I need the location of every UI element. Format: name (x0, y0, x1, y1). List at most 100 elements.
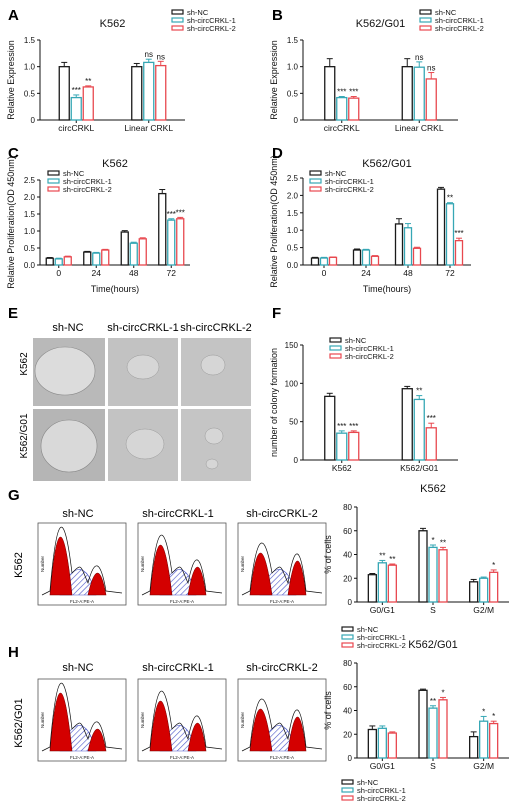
panel-letter-c: C (8, 145, 19, 162)
x-tick-label: K562/G01 (400, 463, 439, 473)
histogram-plot: FL2-A:PE-A Number (237, 678, 327, 762)
colony-blob (205, 458, 219, 470)
bar (428, 707, 438, 759)
charts: K562 0 0.5 1.0 1.5 Relative Expression circCRK… (6, 8, 509, 803)
bar (489, 571, 499, 603)
bar (120, 231, 129, 266)
legend-label: sh-NC (187, 8, 209, 17)
legend-label: sh-circCRKL-2 (63, 185, 112, 194)
bar (352, 249, 362, 266)
bar (418, 530, 428, 603)
y-tick-label: 50 (289, 418, 298, 427)
x-tick-label: G0/G1 (370, 761, 395, 771)
panel-letter-f: F (272, 305, 281, 322)
column-title-sh-circcrkl-2: sh-circCRKL-2 (246, 508, 318, 520)
chart-title: K562/G01 (408, 639, 458, 651)
panel-letter-h: H (8, 644, 19, 661)
row-label-k562-g01: K562/G01 (19, 413, 30, 458)
g2-peak (187, 722, 207, 752)
bar (401, 388, 413, 461)
legend-label: sh-circCRKL-2 (357, 641, 406, 650)
bar (394, 223, 404, 266)
legend-swatch (47, 170, 60, 176)
legend-swatch (419, 17, 432, 23)
legend-label: sh-NC (435, 8, 457, 17)
bar (469, 735, 479, 759)
significance-label: ns (157, 52, 165, 61)
y-tick-label: 100 (285, 379, 299, 388)
significance-label: * (441, 688, 444, 697)
y-tick-label: 1.5 (24, 36, 36, 45)
bar (436, 188, 446, 266)
legend-label: sh-circCRKL-2 (345, 352, 394, 361)
chart-f: 0 50 100 150 number of colony formation K562 *… (269, 336, 458, 473)
histogram-x-label: FL2-A:PE-A (70, 599, 94, 604)
bar (367, 728, 377, 759)
bar (387, 564, 397, 603)
significance-label: *** (337, 422, 346, 431)
y-tick-label: 2.0 (287, 191, 299, 200)
colony-blob (126, 354, 160, 380)
g1-peak (149, 700, 173, 752)
bar (438, 549, 448, 603)
column-title-sh-circcrkl-2: sh-circCRKL-2 (180, 322, 252, 334)
histogram-outline (141, 690, 223, 752)
colony-blob (200, 354, 226, 376)
significance-label: ** (430, 697, 436, 706)
significance-label: ns (145, 50, 153, 59)
x-tick-label: 72 (167, 268, 177, 278)
y-tick-label: 1.0 (287, 226, 299, 235)
histogram-x-label: FL2-A:PE-A (70, 755, 94, 760)
g1-peak (49, 693, 73, 752)
x-axis-label: Time(hours) (363, 284, 411, 294)
bar (377, 562, 387, 603)
x-tick-label: 0 (56, 268, 61, 278)
y-tick-label: 2.5 (24, 176, 36, 185)
y-axis-label: % of cells (323, 691, 333, 730)
legend-swatch (309, 178, 322, 184)
histogram-y-label: Number (40, 712, 45, 729)
histogram-x-label: FL2-A:PE-A (270, 755, 294, 760)
bar (83, 251, 92, 266)
bar (370, 255, 380, 266)
bar (428, 546, 438, 603)
legend-label: sh-circCRKL-2 (325, 185, 374, 194)
y-tick-label: 0.5 (287, 89, 299, 98)
significance-label: *** (427, 414, 436, 423)
bar (469, 581, 479, 603)
bar (324, 66, 336, 121)
histogram-outline (41, 526, 123, 596)
legend-label: sh-circCRKL-2 (435, 24, 484, 33)
histogram-outline (41, 682, 123, 752)
chart-c: K562 0.0 0.5 1.0 1.5 2.0 2.5 Relative Prolifera… (6, 156, 190, 294)
bar (319, 257, 329, 266)
legend-swatch (341, 787, 354, 793)
histogram-plot: FL2-A:PE-A Number (237, 522, 327, 606)
legend-swatch (341, 779, 354, 785)
y-tick-label: 0 (348, 754, 353, 763)
bar (70, 96, 82, 121)
x-tick-label: 48 (129, 268, 139, 278)
bar (143, 61, 155, 121)
column-title-sh-nc: sh-NC (62, 508, 93, 520)
g2-peak (87, 572, 107, 596)
bar (361, 249, 371, 266)
chart-title: K562 (102, 158, 128, 170)
bar (401, 66, 413, 121)
histogram-plot: FL2-A:PE-A Number (137, 522, 227, 606)
legend-label: sh-circCRKL-1 (345, 344, 394, 353)
legend-label: sh-circCRKL-1 (357, 633, 406, 642)
x-tick-label: G0/G1 (370, 605, 395, 615)
significance-label: ** (447, 194, 453, 203)
x-tick-label: Linear CRKL (395, 123, 444, 133)
bar (131, 66, 143, 121)
y-axis-label: Relative Proliferation(OD 450nm) (6, 156, 16, 289)
significance-label: ** (379, 551, 385, 560)
significance-label: ns (415, 53, 423, 62)
row-label-k562-g01: K562/G01 (13, 698, 25, 748)
y-axis-label: Relative Proliferation(OD 450nm) (269, 155, 279, 288)
bar (92, 252, 101, 266)
bar (82, 86, 94, 121)
histogram-x-label: FL2-A:PE-A (170, 755, 194, 760)
y-tick-label: 0 (294, 456, 299, 465)
